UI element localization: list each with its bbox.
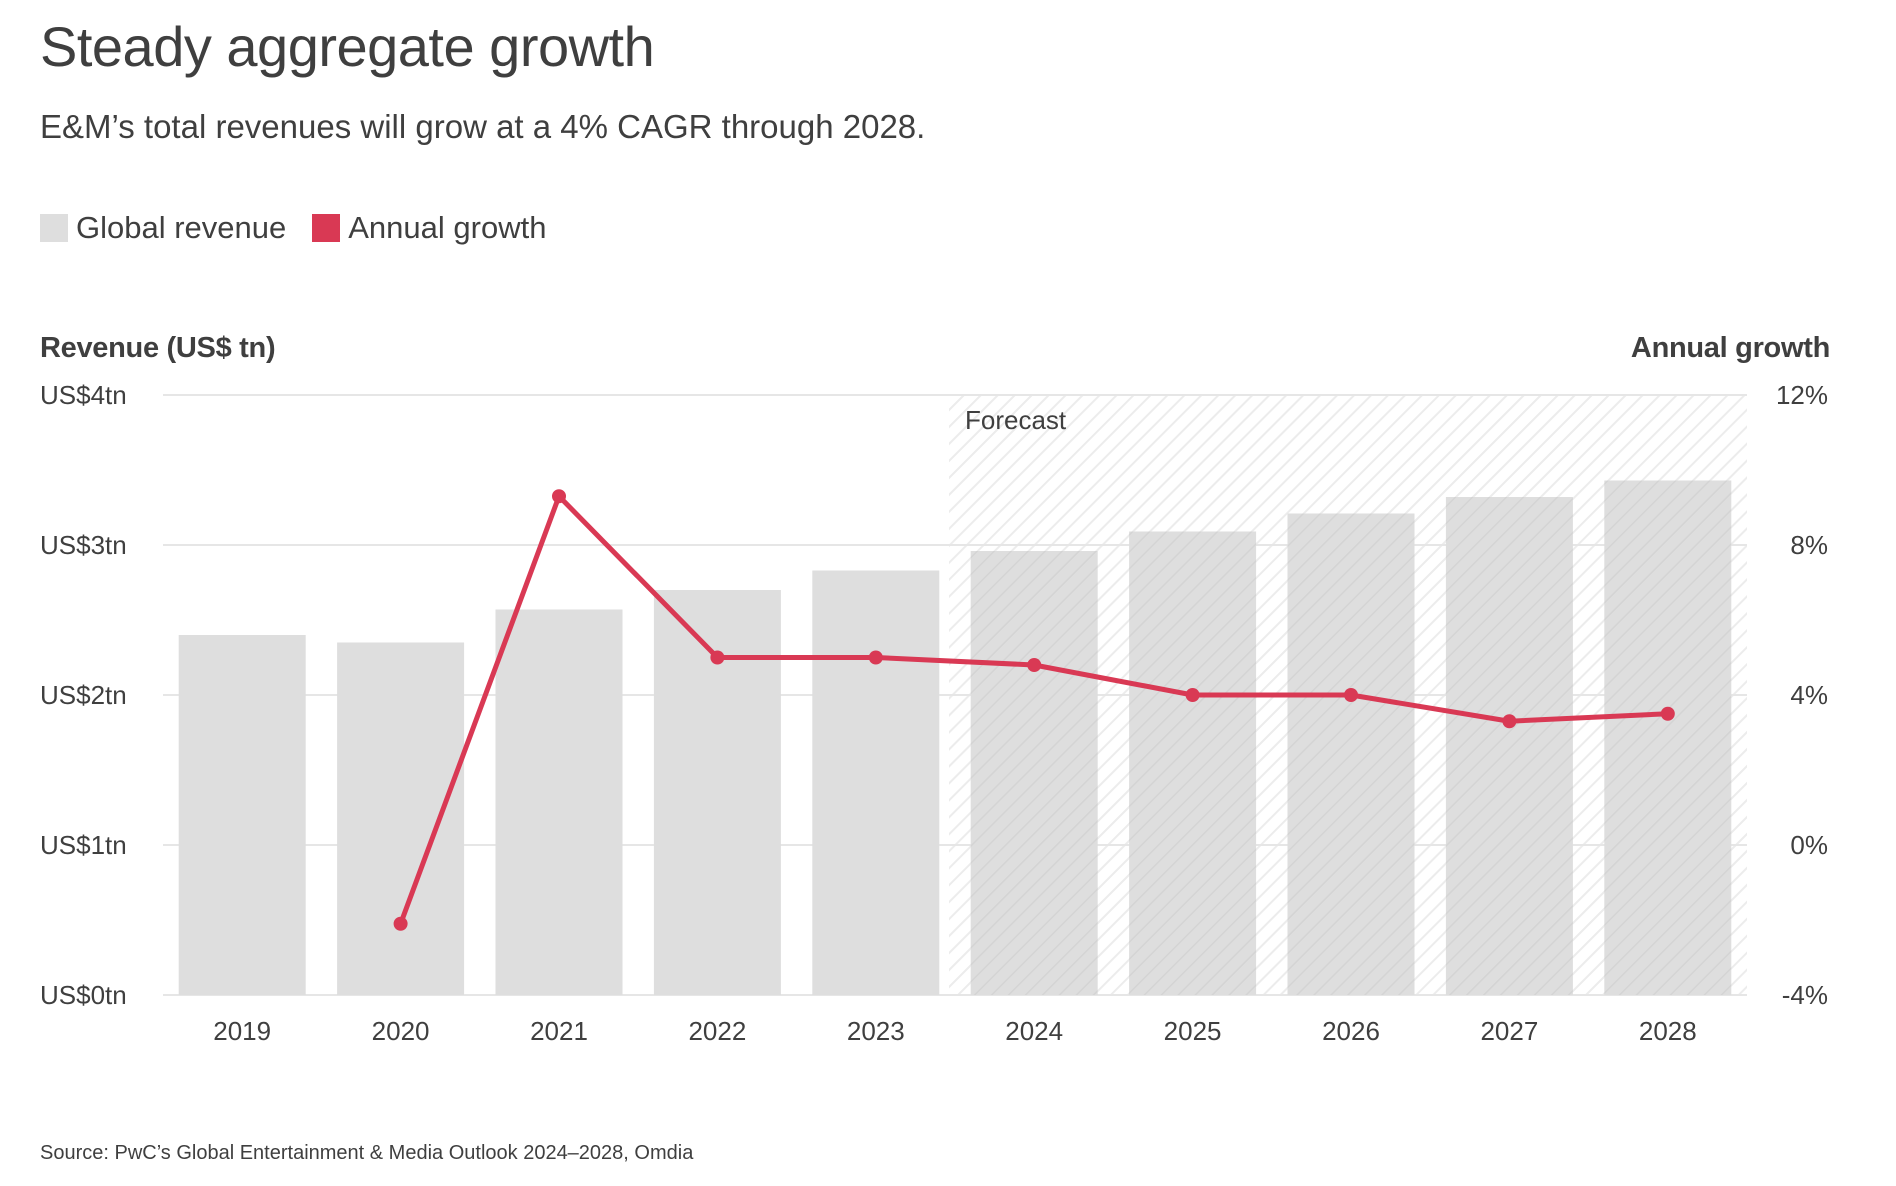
revenue-bar bbox=[178, 635, 306, 995]
legend-swatch-revenue bbox=[40, 214, 68, 242]
legend-swatch-growth bbox=[312, 214, 341, 242]
x-tick-label: 2025 bbox=[1164, 1016, 1222, 1046]
y-left-tick-label: US$1tn bbox=[40, 830, 127, 860]
x-tick-label: 2023 bbox=[847, 1016, 905, 1046]
legend-label-revenue: Global revenue bbox=[76, 210, 287, 245]
y-right-tick-label: -4% bbox=[1782, 980, 1828, 1010]
revenue-bar bbox=[337, 642, 465, 995]
forecast-label: Forecast bbox=[965, 405, 1067, 435]
x-tick-label: 2024 bbox=[1005, 1016, 1063, 1046]
growth-point bbox=[1344, 688, 1358, 702]
revenue-bar bbox=[495, 609, 623, 995]
y-right-tick-label: 8% bbox=[1790, 530, 1828, 560]
x-tick-label: 2026 bbox=[1322, 1016, 1380, 1046]
growth-point bbox=[710, 650, 725, 665]
x-tick-label: 2021 bbox=[530, 1016, 588, 1046]
revenue-bar bbox=[812, 570, 940, 995]
y-right-tick-label: 0% bbox=[1790, 830, 1828, 860]
revenue-bar bbox=[1445, 497, 1573, 995]
x-tick-label: 2019 bbox=[213, 1016, 271, 1046]
y-left-tick-label: US$3tn bbox=[40, 530, 127, 560]
revenue-bar bbox=[970, 551, 1098, 995]
legend-label-growth: Annual growth bbox=[348, 210, 547, 245]
growth-point bbox=[868, 650, 883, 665]
y-right-tick-label: 4% bbox=[1790, 680, 1828, 710]
x-tick-label: 2028 bbox=[1639, 1016, 1697, 1046]
growth-point bbox=[1185, 688, 1200, 702]
y-left-tick-label: US$4tn bbox=[40, 380, 127, 410]
right-axis-title: Annual growth bbox=[1630, 332, 1830, 364]
legend-item-revenue[interactable]: Global revenue bbox=[40, 210, 286, 246]
growth-point bbox=[552, 489, 566, 504]
chart-legend: Global revenue Annual growth bbox=[40, 210, 572, 246]
y-right-tick-label: 12% bbox=[1776, 380, 1828, 410]
x-tick-label: 2027 bbox=[1480, 1016, 1538, 1046]
growth-point bbox=[1502, 714, 1517, 729]
x-tick-label: 2020 bbox=[372, 1016, 430, 1046]
growth-point bbox=[393, 916, 408, 931]
growth-point bbox=[1660, 706, 1675, 721]
revenue-bar bbox=[1129, 531, 1257, 995]
y-left-tick-label: US$2tn bbox=[40, 680, 127, 710]
source-note: Source: PwC’s Global Entertainment & Med… bbox=[40, 1142, 694, 1164]
x-tick-label: 2022 bbox=[688, 1016, 746, 1046]
revenue-bar bbox=[1604, 480, 1732, 995]
left-axis-title: Revenue (US$ tn) bbox=[40, 332, 276, 364]
legend-item-growth[interactable]: Annual growth bbox=[312, 210, 546, 246]
revenue-bar bbox=[1287, 513, 1415, 995]
chart-title: Steady aggregate growth bbox=[40, 15, 655, 78]
chart-subtitle: E&M’s total revenues will grow at a 4% C… bbox=[40, 108, 926, 145]
y-left-tick-label: US$0tn bbox=[40, 980, 127, 1010]
growth-point bbox=[1027, 658, 1042, 672]
